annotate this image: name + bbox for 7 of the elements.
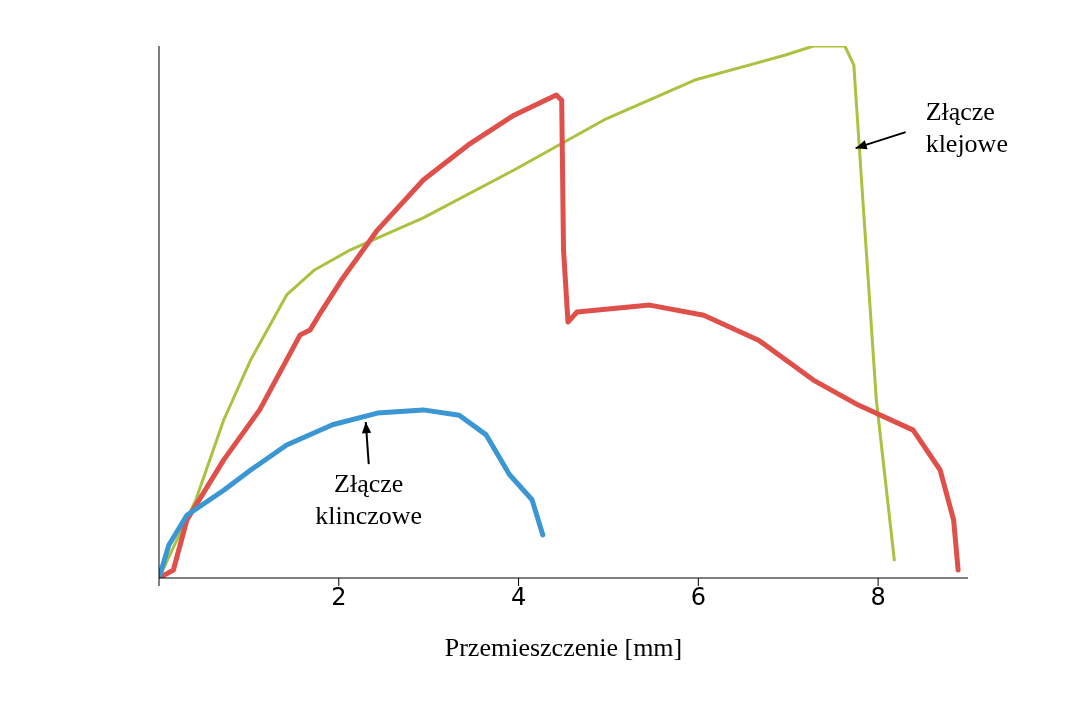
x-tick-label: 2 [331,583,347,612]
x-tick-label: 6 [690,583,706,612]
x-tick-label: 4 [510,583,527,612]
annotation: Złącze klejowe [925,97,1008,159]
x-tick-label: 8 [870,583,886,612]
annotation: Złącze klinczowe [315,469,423,531]
x-axis-title: Przemieszczenie [mm] [444,633,683,662]
